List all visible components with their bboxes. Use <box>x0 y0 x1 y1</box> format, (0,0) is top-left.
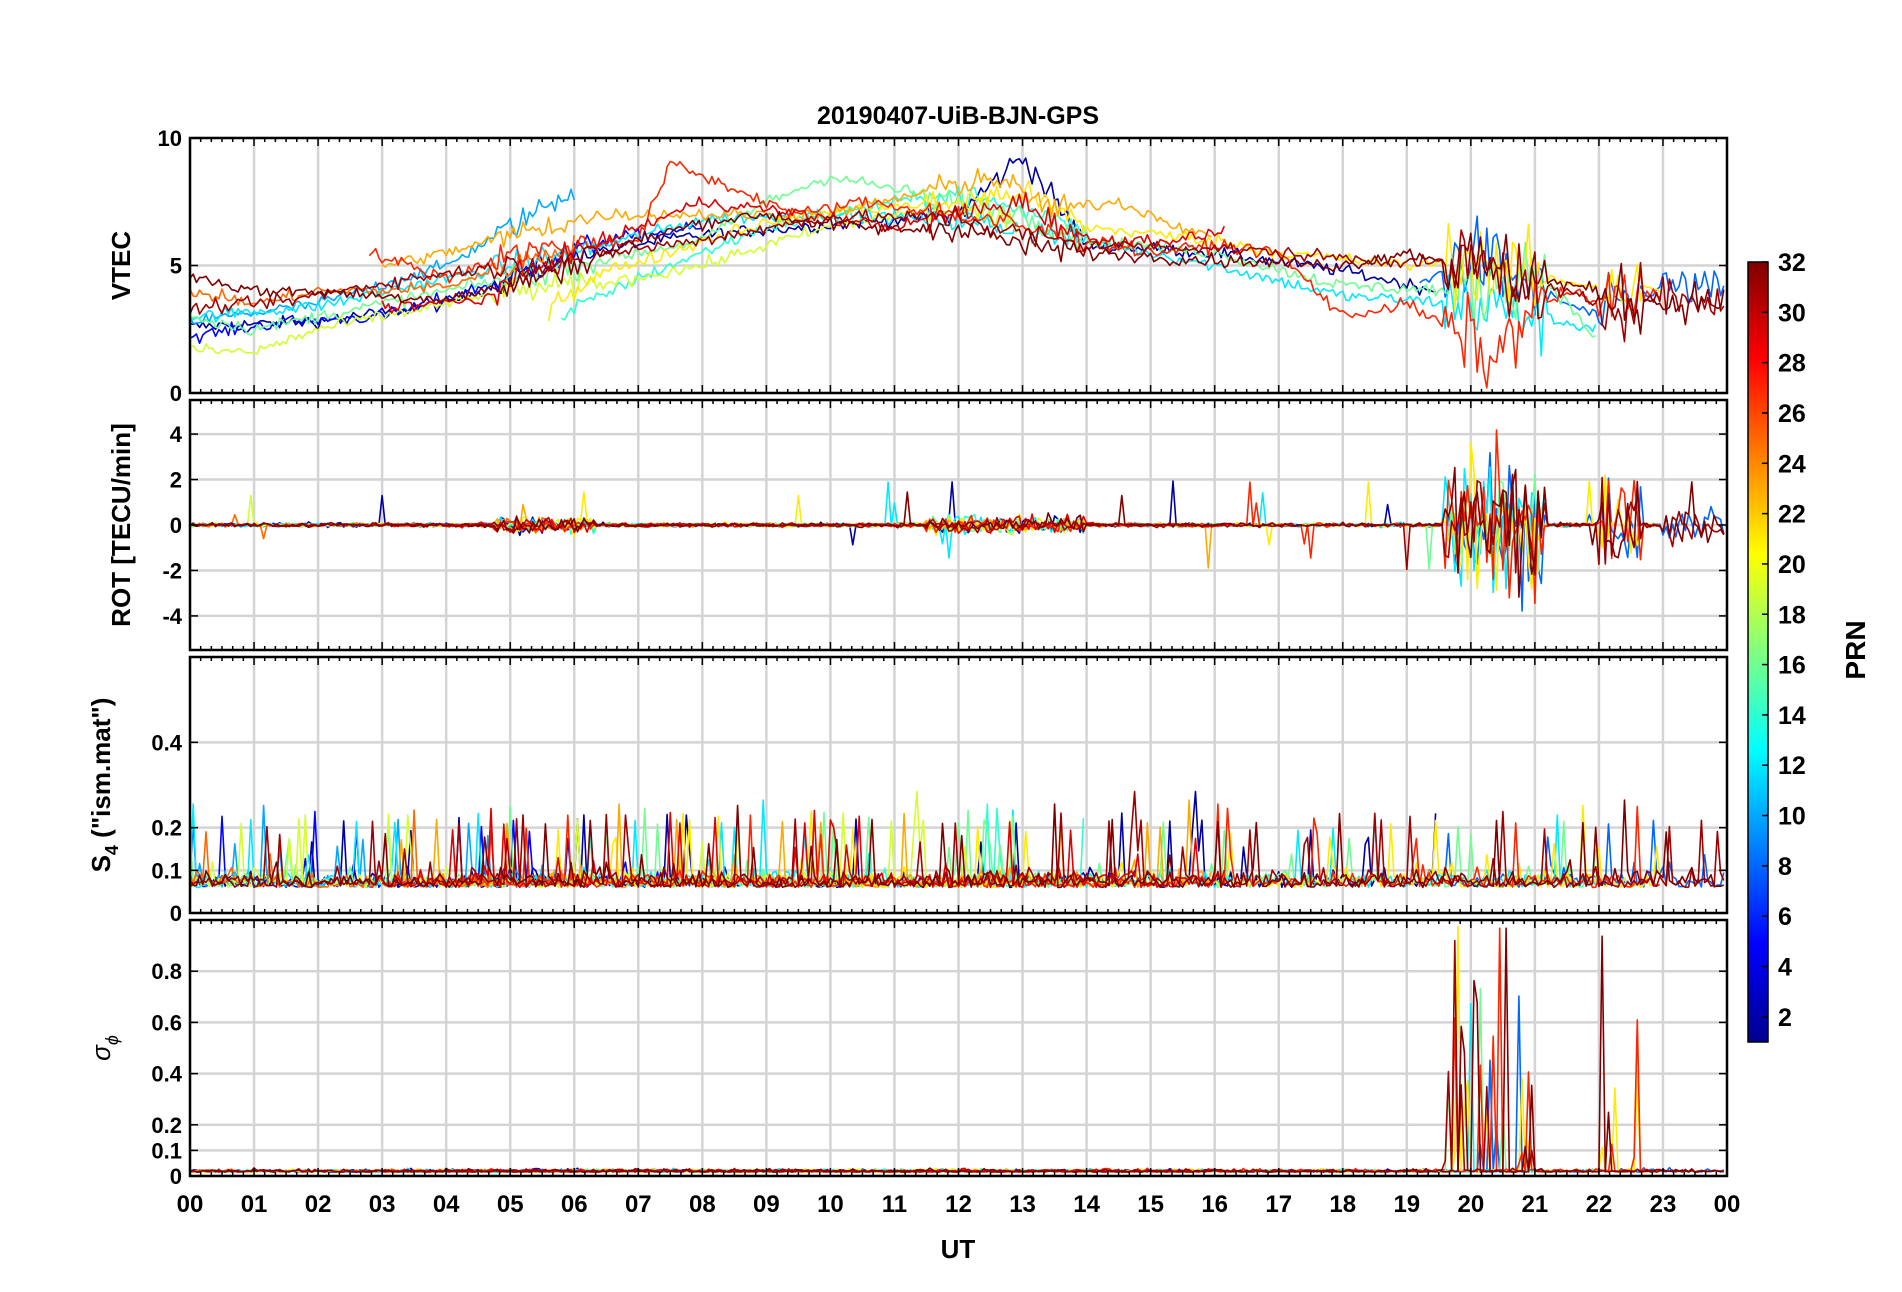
colorbar-tick-label: 6 <box>1778 903 1792 931</box>
colorbar-tick-label: 8 <box>1778 853 1792 881</box>
series-prn-31-s4 <box>190 790 1725 889</box>
panel-vtec-ytick-label: 0 <box>170 381 182 406</box>
x-tick-label: 08 <box>689 1191 716 1218</box>
x-tick-labels: 00 01 02 03 04 05 06 07 08 09 10 11 12 13 14 15 16 17 18 19… <box>177 1191 1741 1218</box>
colorbar-tick-label: 12 <box>1778 752 1806 780</box>
series-prn-23-vtec <box>381 168 1212 268</box>
x-tick-label: 12 <box>945 1191 972 1218</box>
x-tick-label: 16 <box>1201 1191 1228 1218</box>
panel-s4-ylabel-sub: 4 <box>102 845 122 855</box>
x-tick-label: 05 <box>497 1191 524 1218</box>
colorbar-tick-label: 20 <box>1778 551 1806 579</box>
panel-vtec-ytick-label: 5 <box>170 254 182 279</box>
panel-s4-ytick-label: 0 <box>170 901 182 926</box>
x-tick-label: 18 <box>1329 1191 1356 1218</box>
x-tick-label: 23 <box>1650 1191 1677 1218</box>
x-tick-label: 07 <box>625 1191 652 1218</box>
colorbar-tick-label: 2 <box>1778 1004 1792 1032</box>
panel-s4: 0 0.1 0.2 0.4 S4 ("ism.mat") <box>86 655 1729 926</box>
series-prn-31-vtec <box>190 205 1725 343</box>
panel-rot-ytick-label: 2 <box>170 468 182 493</box>
colorbar-tick-label: 32 <box>1778 249 1806 277</box>
x-tick-label: 03 <box>369 1191 396 1218</box>
series-prn-29-vtec <box>381 191 1226 314</box>
x-tick-label: 02 <box>305 1191 332 1218</box>
panel-sigphi-ytick-label: 0.6 <box>151 1010 182 1035</box>
x-tick-label: 00 <box>177 1191 204 1218</box>
panel-sigphi-ytick-label: 0.1 <box>151 1138 182 1163</box>
colorbar-tick-label: 24 <box>1778 450 1806 478</box>
colorbar-tick-label: 10 <box>1778 803 1806 831</box>
panel-rot-ytick-label: 0 <box>170 513 182 538</box>
panel-rot-ylabel: ROT [TECU/min] <box>106 423 136 627</box>
x-tick-label: 00 <box>1714 1191 1741 1218</box>
panel-sigphi-ytick-label: 0 <box>170 1164 182 1189</box>
x-tick-label: 10 <box>817 1191 844 1218</box>
series-prn-16-vtec <box>190 175 1596 338</box>
x-tick-label: 22 <box>1586 1191 1613 1218</box>
colorbar-tick-label: 26 <box>1778 400 1806 428</box>
panel-sigphi-ytick-label: 0.2 <box>151 1113 182 1138</box>
panel-s4-ytick-label: 0.4 <box>151 730 182 755</box>
panel-vtec-ylabel: VTEC <box>106 231 136 301</box>
panel-sigphi-ylabel-main: σ <box>86 1044 116 1061</box>
x-tick-label: 11 <box>882 1191 907 1218</box>
series-prn-29-s4 <box>381 807 1226 889</box>
panel-s4-lines <box>190 790 1725 889</box>
colorbar-tick-label: 4 <box>1778 954 1792 982</box>
colorbar-tick-label: 14 <box>1778 702 1806 730</box>
x-tick-label: 21 <box>1522 1191 1549 1218</box>
series-prn-21-vtec <box>547 180 1661 322</box>
series-prn-32-vtec <box>190 210 1725 335</box>
panel-vtec-ytick-label: 10 <box>158 126 182 151</box>
panel-rot: -4 -2 0 2 4 ROT [TECU/min] <box>106 398 1729 652</box>
panel-sigphi-ylabel-sub: ϕ <box>102 1035 122 1045</box>
panel-sigphi: 00.10.2 0.4 0.6 0.8 σϕ <box>86 918 1729 1189</box>
panel-s4-ylabel-rest: ("ism.mat") <box>86 698 116 845</box>
x-tick-label: 04 <box>433 1191 460 1218</box>
colorbar-tick-label: 18 <box>1778 601 1806 629</box>
x-tick-label: 19 <box>1393 1191 1420 1218</box>
panel-s4-ytick-label: 0.1 <box>151 858 182 883</box>
x-tick-label: 17 <box>1265 1191 1292 1218</box>
x-tick-label: 20 <box>1457 1191 1484 1218</box>
chart-title: 20190407-UiB-BJN-GPS <box>817 102 1099 130</box>
colorbar-label: PRN <box>1840 620 1871 679</box>
panel-sigphi-ytick-label: 0.4 <box>151 1062 182 1087</box>
panel-rot-ytick-label: 4 <box>170 422 183 447</box>
panel-rot-lines <box>190 429 1725 612</box>
x-tick-label: 15 <box>1137 1191 1164 1218</box>
panel-s4-ytick-label: 0.2 <box>151 816 182 841</box>
colorbar-tick-label: 22 <box>1778 501 1806 529</box>
panel-s4-ylabel: S4 ("ism.mat") <box>86 698 122 873</box>
colorbar-tick-label: 30 <box>1778 299 1806 327</box>
x-tick-label: 06 <box>561 1191 588 1218</box>
series-prn-25-vtec <box>190 235 575 306</box>
x-tick-label: 09 <box>753 1191 780 1218</box>
series-prn-8-vtec <box>1419 215 1725 327</box>
panel-s4-ylabel-main: S <box>86 855 116 872</box>
series-prn-32-s4 <box>190 799 1725 889</box>
x-tick-label: 13 <box>1009 1191 1036 1218</box>
series-prn-27-vtec <box>368 160 1661 389</box>
series-prn-2-vtec <box>190 157 1436 331</box>
colorbar-tick-label: 16 <box>1778 652 1806 680</box>
panel-rot-ytick-label: -2 <box>162 558 182 583</box>
panel-sigphi-ytick-label: 0.8 <box>151 959 182 984</box>
x-tick-label: 14 <box>1073 1191 1100 1218</box>
colorbar-tick-label: 28 <box>1778 350 1806 378</box>
series-prn-19-vtec <box>190 196 1020 355</box>
panel-vtec: 0 5 10 VTEC <box>106 126 1729 406</box>
colorbar-gradient <box>1747 261 1769 1043</box>
x-tick-label: 01 <box>241 1191 268 1218</box>
panel-rot-ytick-label: -4 <box>162 604 182 629</box>
x-axis-label: UT <box>941 1234 976 1264</box>
series-prn-32-rot <box>190 466 1725 598</box>
panel-vtec-lines <box>190 157 1725 389</box>
panel-sigphi-ylabel: σϕ <box>86 1035 122 1061</box>
